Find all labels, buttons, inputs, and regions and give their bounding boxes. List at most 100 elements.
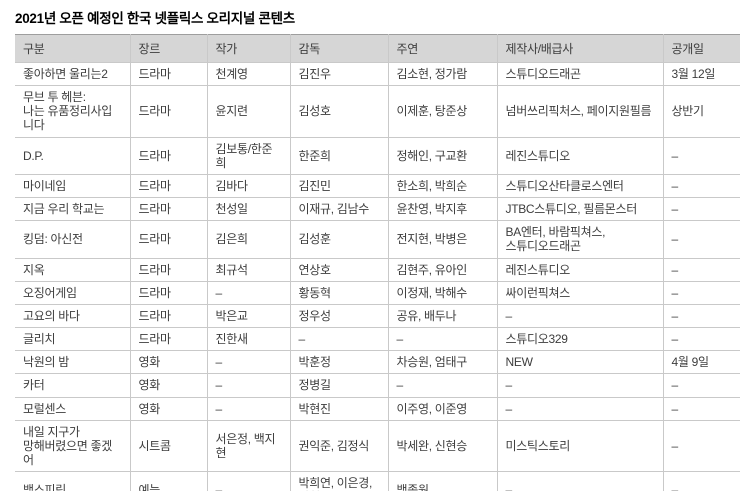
table-cell: 드라마 (129, 197, 207, 221)
table-cell: 지옥 (15, 257, 130, 282)
table-cell: 카터 (15, 373, 130, 397)
table-cell: 무브 투 헤븐: 나는 유품정리사입니다 (15, 85, 130, 138)
table-cell: – (387, 373, 497, 397)
table-cell: 김진민 (289, 173, 388, 198)
page-title: 2021년 오픈 예정인 한국 넷플릭스 오리지널 콘텐츠 (15, 11, 295, 26)
table-row: 고요의 바다 드라마 박은교 정우성 공유, 배두나 – – (15, 303, 740, 328)
table-cell: – (206, 373, 290, 397)
table-cell: 김소현, 정가람 (387, 61, 497, 86)
table-cell: 드라마 (129, 136, 207, 175)
table-cell: – (662, 280, 740, 305)
table-cell: 황동혁 (289, 280, 388, 305)
table-cell: 킹덤: 아신전 (15, 220, 130, 259)
table-row: 낙원의 밤 영화 – 박훈정 차승원, 엄태구 NEW 4월 9일 (15, 350, 740, 374)
table-cell: – (387, 327, 497, 351)
table-cell: BA엔터, 바람픽쳐스, 스튜디오드래곤 (496, 220, 663, 259)
table-cell: 레진스튜디오 (496, 257, 663, 282)
table-cell: – (662, 173, 740, 198)
table-cell: 상반기 (662, 85, 740, 138)
table-cell: 스튜디오산타클로스엔터 (496, 173, 663, 198)
table-cell: 싸이런픽쳐스 (496, 280, 663, 305)
column-header: 감독 (289, 34, 388, 63)
table-cell: 4월 9일 (662, 350, 740, 374)
table-cell: 서은정, 백지현 (206, 419, 290, 472)
column-header: 공개일 (662, 34, 740, 63)
column-header: 주연 (387, 34, 497, 63)
table-cell: 권익준, 김정식 (289, 419, 388, 472)
table-cell: 드라마 (129, 61, 207, 86)
table-cell: 박훈정 (289, 350, 388, 374)
table-cell: 시트콤 (129, 419, 207, 472)
table-cell: 김보통/한준희 (206, 136, 290, 175)
table-row: 내일 지구가 망해버렸으면 좋겠어 시트콤 서은정, 백지현 권익준, 김정식 박세완,… (15, 419, 740, 472)
table-cell: – (206, 280, 290, 305)
table-row: 오징어게임 드라마 – 황동혁 이정재, 박해수 싸이런픽쳐스 – (15, 280, 740, 305)
table-cell: – (662, 220, 740, 259)
table-cell: 영화 (129, 373, 207, 397)
table-cell: – (289, 327, 388, 351)
netflix-content-table: 구분 장르 작가 감독 주연 제작사/배급사 공개일 좋아하면 울리는2 드라마 천계영 김진우 김… (15, 34, 740, 491)
table-row: 글리치 드라마 진한새 – – 스튜디오329– (15, 327, 740, 351)
table-cell: D.P. (15, 136, 130, 175)
table-cell: – (206, 396, 290, 421)
table-cell: 글리치 (15, 327, 130, 351)
table-cell: 정해인, 구교환 (387, 136, 497, 175)
table-cell: 백스피릿 (15, 471, 130, 491)
table-cell: 한준희 (289, 136, 388, 175)
table-cell: 예능 (129, 471, 207, 491)
table-cell: 이정재, 박해수 (387, 280, 497, 305)
column-header: 장르 (129, 34, 207, 63)
table-cell: – (662, 327, 740, 351)
table-cell: 천계영 (206, 61, 290, 86)
table-cell: 박현진 (289, 396, 388, 421)
table-cell: – (206, 350, 290, 374)
table-cell: 연상호 (289, 257, 388, 282)
table-cell: 미스틱스토리 (496, 419, 663, 472)
table-row: 무브 투 헤븐: 나는 유품정리사입니다 드라마 윤지련 김성호 이제훈, 탕준상 넘버쓰… (15, 85, 740, 138)
table-cell: 드라마 (129, 173, 207, 198)
table-cell: 한소희, 박희순 (387, 173, 497, 198)
column-header: 제작사/배급사 (496, 34, 663, 63)
table-cell: 드라마 (129, 220, 207, 259)
table-cell: 좋아하면 울리는2 (15, 61, 130, 86)
table-cell: 고요의 바다 (15, 303, 130, 328)
table-cell: – (662, 419, 740, 472)
table-cell: – (496, 373, 663, 397)
table-cell: 정병길 (289, 373, 388, 397)
table-cell: 김진우 (289, 61, 388, 86)
table-row: 카터 영화 – 정병길 – – – (15, 373, 740, 397)
table-cell: – (206, 471, 290, 491)
table-cell: – (662, 136, 740, 175)
table-cell: 드라마 (129, 85, 207, 138)
table-cell: 윤지련 (206, 85, 290, 138)
table-cell: NEW (496, 350, 663, 374)
table-row: 지금 우리 학교는 드라마 천성일 이재규, 김남수 윤찬영, 박지후 JTBC스튜디오,… (15, 197, 740, 221)
table-cell: 백종원 (387, 471, 497, 491)
table-body: 좋아하면 울리는2 드라마 천계영 김진우 김소현, 정가람 스튜디오드래곤 3월 12일 무… (15, 61, 740, 491)
table-cell: 김성호 (289, 85, 388, 138)
table-cell: 김현주, 유아인 (387, 257, 497, 282)
table-cell: 이주영, 이준영 (387, 396, 497, 421)
table-cell: – (662, 396, 740, 421)
table-cell: – (662, 257, 740, 282)
table-cell: 드라마 (129, 257, 207, 282)
table-cell: – (662, 303, 740, 328)
table-cell: 박은교 (206, 303, 290, 328)
table-cell: 지금 우리 학교는 (15, 197, 130, 221)
table-cell: – (496, 396, 663, 421)
table-cell: 넘버쓰리픽처스, 페이지원필름 (496, 85, 663, 138)
column-header: 구분 (15, 34, 130, 63)
table-cell: 김성훈 (289, 220, 388, 259)
table-cell: 내일 지구가 망해버렸으면 좋겠어 (15, 419, 130, 472)
table-cell: 공유, 배두나 (387, 303, 497, 328)
table-cell: 마이네임 (15, 173, 130, 198)
table-cell: 이재규, 김남수 (289, 197, 388, 221)
table-row: 킹덤: 아신전 드라마 김은희 김성훈 전지현, 박병은 BA엔터, 바람픽쳐스, 스튜디… (15, 220, 740, 259)
table-cell: 스튜디오329 (496, 327, 663, 351)
table-cell: – (496, 303, 663, 328)
table-cell: – (496, 471, 663, 491)
table-row: 지옥 드라마 최규석 연상호 김현주, 유아인 레진스튜디오 – (15, 257, 740, 282)
table-cell: 드라마 (129, 280, 207, 305)
